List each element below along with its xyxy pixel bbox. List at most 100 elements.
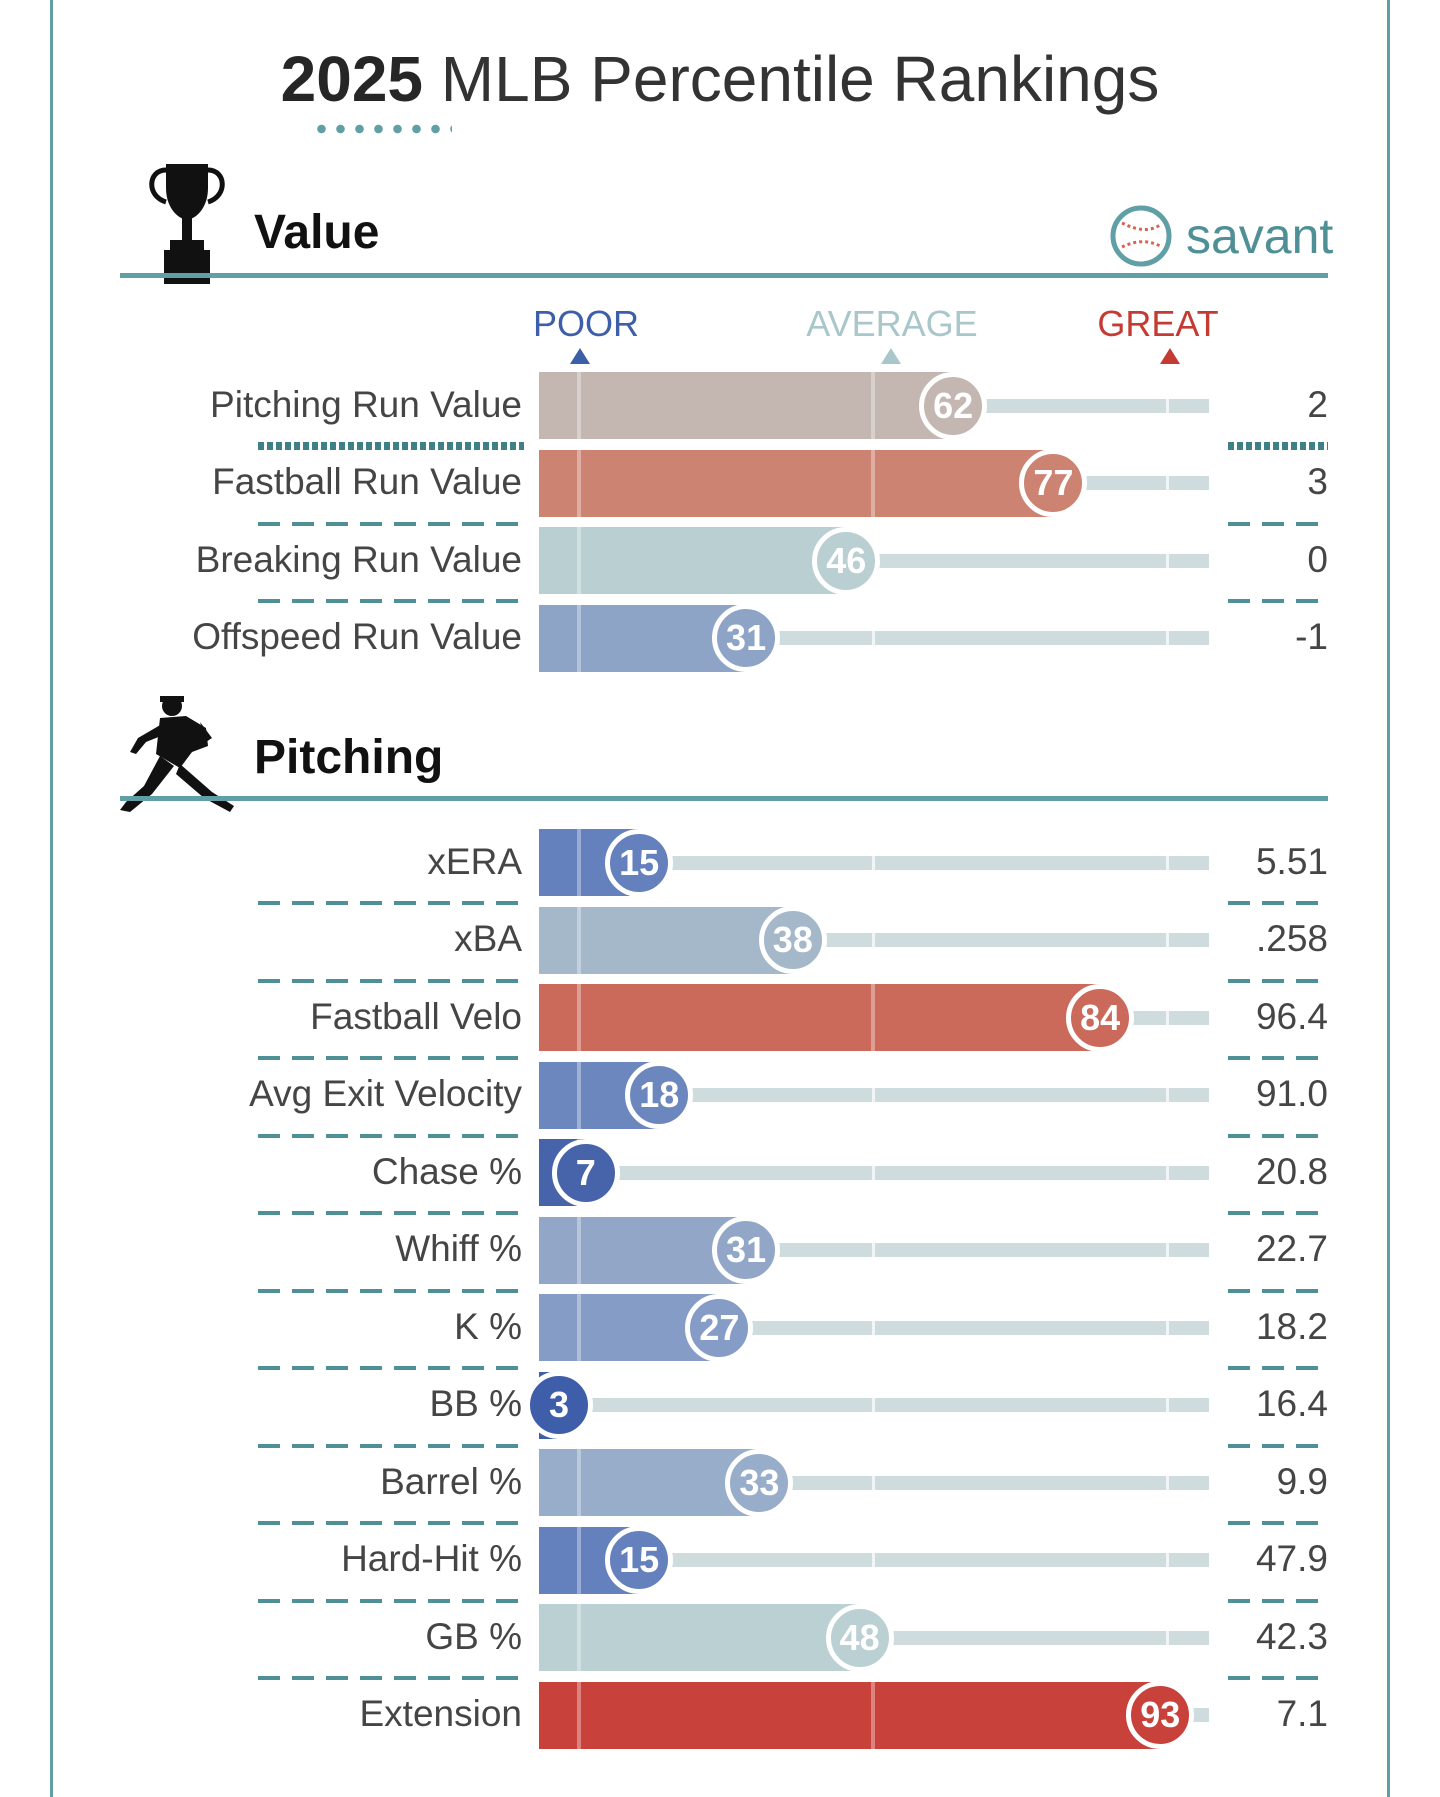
metric-label-whiff: Whiff % bbox=[395, 1228, 522, 1269]
bar-xba bbox=[539, 906, 793, 974]
bar-guide-extension-1 bbox=[871, 1681, 875, 1749]
pitcher-icon bbox=[120, 694, 250, 819]
row-separator-right-pitching-run-value bbox=[1228, 442, 1328, 450]
bar-guide-barrel-0 bbox=[577, 1449, 582, 1516]
metric-value-hard-hit: 47.9 bbox=[1255, 1538, 1328, 1579]
card-frame bbox=[50, 0, 1390, 1797]
savant-logo: savant bbox=[1108, 201, 1333, 271]
row-separator-left-gb bbox=[258, 1676, 524, 1680]
metric-value-fastball-velo: 96.4 bbox=[1255, 995, 1328, 1037]
metric-value-xera: 5.51 bbox=[1255, 840, 1328, 882]
track-tick-xera-0 bbox=[872, 855, 875, 870]
track-tick-xba-1 bbox=[1165, 933, 1169, 947]
bar-guide-xera-0 bbox=[577, 829, 582, 896]
row-separator-right-chase bbox=[1228, 1211, 1328, 1215]
percentile-badge-fastball-velo: 84 bbox=[1066, 983, 1135, 1052]
bar-gb bbox=[539, 1604, 860, 1671]
track-tick-barrel-1 bbox=[1165, 1475, 1169, 1490]
track-tick-whiff-1 bbox=[1165, 1243, 1169, 1257]
row-separator-right-k bbox=[1228, 1366, 1328, 1370]
metric-value-breaking-run-value: 0 bbox=[1307, 538, 1328, 580]
bar-guide-offspeed-run-value-0 bbox=[577, 604, 582, 672]
bar-pitching-run-value bbox=[539, 372, 954, 439]
metric-value-xba: .258 bbox=[1255, 918, 1328, 959]
bar-breaking-run-value bbox=[539, 527, 847, 594]
track-xera bbox=[639, 855, 1209, 870]
bar-guide-extension-0 bbox=[577, 1681, 582, 1749]
track-tick-chase-1 bbox=[1165, 1165, 1169, 1180]
metric-value-offspeed-run-value: -1 bbox=[1295, 616, 1328, 657]
section-rule-value bbox=[120, 273, 1328, 278]
metric-value-gb: 42.3 bbox=[1255, 1615, 1328, 1657]
metric-value-k: 18.2 bbox=[1255, 1305, 1328, 1347]
row-separator-left-avg-exit-velocity bbox=[258, 1133, 524, 1138]
baseball-icon bbox=[1110, 205, 1172, 267]
scale-arrow-average bbox=[881, 348, 901, 364]
track-tick-bb-0 bbox=[872, 1398, 875, 1412]
bar-guide-fastball-velo-1 bbox=[871, 984, 875, 1051]
bar-guide-fastball-run-value-1 bbox=[871, 449, 875, 517]
bar-guide-breaking-run-value-0 bbox=[577, 527, 582, 594]
metric-label-bb: BB % bbox=[429, 1383, 522, 1424]
metric-label-fastball-velo: Fastball Velo bbox=[310, 995, 522, 1037]
row-separator-right-fastball-velo bbox=[1228, 1056, 1328, 1060]
percentile-badge-barrel: 33 bbox=[725, 1448, 794, 1517]
metric-label-xba: xBA bbox=[454, 918, 522, 959]
track-tick-hard-hit-0 bbox=[872, 1553, 875, 1567]
bar-guide-fastball-run-value-0 bbox=[577, 449, 582, 517]
track-tick-offspeed-run-value-0 bbox=[872, 631, 875, 645]
row-separator-right-whiff bbox=[1228, 1288, 1328, 1293]
metric-label-gb: GB % bbox=[425, 1615, 522, 1657]
row-separator-left-xba bbox=[258, 978, 524, 983]
percentile-badge-whiff: 31 bbox=[712, 1216, 781, 1284]
metric-label-offspeed-run-value: Offspeed Run Value bbox=[192, 616, 522, 657]
track-k bbox=[719, 1320, 1209, 1335]
scale-arrow-great bbox=[1160, 348, 1180, 364]
track-tick-bb-1 bbox=[1165, 1398, 1169, 1412]
percentile-badge-gb: 48 bbox=[825, 1603, 894, 1672]
metric-label-k: K % bbox=[454, 1305, 522, 1347]
track-tick-pitching-run-value-1 bbox=[1165, 398, 1169, 413]
row-separator-right-avg-exit-velocity bbox=[1228, 1133, 1328, 1138]
bar-extension bbox=[539, 1681, 1161, 1749]
trophy-icon bbox=[142, 158, 232, 293]
percentile-badge-breaking-run-value: 46 bbox=[812, 526, 881, 595]
bar-guide-pitching-run-value-1 bbox=[871, 372, 875, 439]
bar-guide-avg-exit-velocity-0 bbox=[577, 1061, 582, 1129]
track-pitching-run-value bbox=[953, 398, 1209, 413]
bar-guide-pitching-run-value-0 bbox=[577, 372, 582, 439]
bar-guide-gb-0 bbox=[577, 1604, 582, 1671]
percentile-badge-hard-hit: 15 bbox=[605, 1526, 674, 1594]
bar-guide-whiff-0 bbox=[577, 1216, 582, 1284]
bar-fastball-velo bbox=[539, 984, 1101, 1051]
track-tick-chase-0 bbox=[872, 1165, 875, 1180]
section-rule-pitching bbox=[120, 796, 1328, 801]
track-barrel bbox=[759, 1475, 1209, 1490]
metric-label-hard-hit: Hard-Hit % bbox=[341, 1538, 522, 1579]
track-whiff bbox=[746, 1243, 1209, 1257]
track-hard-hit bbox=[639, 1553, 1209, 1567]
track-tick-xba-0 bbox=[872, 933, 875, 947]
percentile-badge-xba: 38 bbox=[758, 906, 827, 974]
row-separator-right-hard-hit bbox=[1228, 1598, 1328, 1603]
track-tick-xera-1 bbox=[1165, 855, 1169, 870]
title-dots-divider bbox=[312, 124, 452, 134]
track-bb bbox=[559, 1398, 1209, 1412]
metric-value-barrel: 9.9 bbox=[1276, 1460, 1328, 1502]
metric-label-breaking-run-value: Breaking Run Value bbox=[195, 538, 522, 580]
percentile-badge-pitching-run-value: 62 bbox=[919, 371, 988, 440]
scale-label-average: AVERAGE bbox=[806, 303, 978, 344]
row-separator-right-barrel bbox=[1228, 1521, 1328, 1525]
row-separator-left-k bbox=[258, 1366, 524, 1370]
metric-value-whiff: 22.7 bbox=[1255, 1228, 1328, 1269]
bar-fastball-run-value bbox=[539, 449, 1054, 517]
percentile-badge-bb: 3 bbox=[525, 1371, 594, 1439]
row-separator-left-pitching-run-value bbox=[258, 442, 524, 450]
row-separator-right-xba bbox=[1228, 978, 1328, 983]
track-chase bbox=[585, 1165, 1209, 1180]
track-tick-offspeed-run-value-1 bbox=[1165, 631, 1169, 645]
bar-offspeed-run-value bbox=[539, 604, 747, 672]
title-text: MLB Percentile Rankings bbox=[440, 43, 1160, 115]
metric-label-pitching-run-value: Pitching Run Value bbox=[210, 383, 522, 425]
page-title: 2025 MLB Percentile Rankings bbox=[0, 42, 1440, 116]
